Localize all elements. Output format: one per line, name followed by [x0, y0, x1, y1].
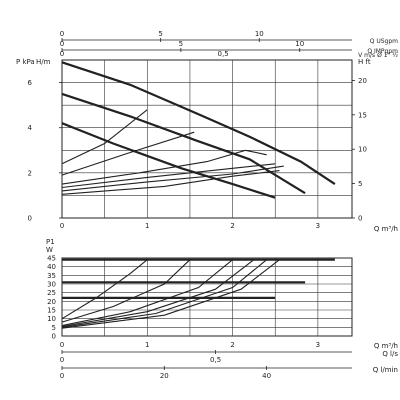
power-curve-5: [61, 259, 191, 323]
power-x-tick-label: 1: [145, 341, 149, 349]
impgpm-scale-tick-label: 5: [179, 40, 183, 48]
head-right-tick-label: 15: [358, 111, 367, 119]
head-left-tick-label: 4: [28, 124, 33, 132]
ls-scale-label: Q l/s: [382, 350, 398, 358]
head-right-tick-label: 10: [358, 146, 367, 154]
head-curve-9: [61, 170, 280, 195]
head-ylabel-m: H/m: [36, 58, 51, 66]
head-left-tick-label: 0: [28, 215, 32, 223]
power-ylabel: P1: [46, 238, 55, 246]
power-curve-7: [61, 259, 255, 328]
power-y-tick-label: 45: [47, 255, 56, 263]
velocity-tick-label: 0,5: [218, 50, 229, 58]
power-curve-4: [61, 259, 148, 320]
lmin-scale-label: Q l/min: [373, 366, 398, 374]
usgpm-scale-tick-label: 0: [60, 30, 64, 38]
power-curve-8: [61, 259, 268, 328]
power-y-tick-label: 10: [47, 315, 56, 323]
head-curve-8: [61, 165, 284, 192]
velocity-tick-label: 0: [60, 50, 64, 58]
head-ylabel-kpa: P kPa: [16, 58, 35, 66]
lmin-scale-tick-label: 0: [60, 372, 64, 380]
head-right-tick-label: 5: [358, 180, 362, 188]
lmin-scale-tick-label: 20: [160, 372, 169, 380]
impgpm-scale-label: Q IMPgpm: [367, 48, 398, 55]
head-x-tick-label: 1: [145, 222, 149, 230]
head-curve-5: [61, 131, 195, 176]
power-x-tick-label: 0: [60, 341, 64, 349]
usgpm-scale-tick-label: 10: [255, 30, 264, 38]
power-y-tick-label: 5: [52, 324, 56, 332]
power-y-tick-label: 40: [47, 263, 56, 271]
impgpm-scale-tick-label: 0: [60, 40, 64, 48]
head-curve-2: [61, 92, 306, 195]
head-right-tick-label: 20: [358, 77, 367, 85]
power-ylabel-unit: W: [46, 246, 53, 254]
head-x-tick-label: 2: [230, 222, 234, 230]
power-x-tick-label: 3: [316, 341, 320, 349]
head-curve-4: [61, 109, 148, 165]
power-y-tick-label: 15: [47, 307, 56, 315]
usgpm-scale-tick-label: 5: [158, 30, 162, 38]
head-left-tick-label: 2: [28, 169, 32, 177]
power-y-tick-label: 30: [47, 281, 56, 289]
velocity-scale-label: V m/s Ø 1" ½: [358, 52, 398, 59]
lmin-scale-tick-label: 40: [262, 372, 271, 380]
head-curve-1: [61, 61, 336, 186]
power-y-tick-label: 35: [47, 272, 56, 280]
power-x-tick-label: 2: [230, 341, 234, 349]
head-xlabel: Q m³/h: [374, 225, 398, 233]
head-curve-6: [61, 149, 267, 185]
power-xlabel: Q m³/h: [374, 342, 398, 350]
head-right-tick-label: 0: [358, 215, 362, 223]
power-curve-6: [61, 259, 233, 327]
power-y-tick-label: 20: [47, 298, 56, 306]
power-curve-9: [61, 259, 280, 329]
usgpm-scale-label: Q USgpm: [370, 38, 398, 45]
power-y-tick-label: 25: [47, 289, 56, 297]
power-y-tick-label: 0: [52, 333, 56, 341]
head-ylabel-ft: H ft: [358, 58, 371, 66]
head-x-tick-label: 0: [60, 222, 64, 230]
head-curve-7: [61, 163, 276, 189]
head-x-tick-label: 3: [316, 222, 320, 230]
head-curve-3: [61, 122, 276, 199]
head-left-tick-label: 6: [28, 79, 33, 87]
head-chart-frame: [61, 59, 353, 219]
ls-scale-tick-label: 0: [60, 356, 64, 364]
ls-scale-tick-label: 0,5: [210, 356, 221, 364]
impgpm-scale-tick-label: 10: [295, 40, 304, 48]
